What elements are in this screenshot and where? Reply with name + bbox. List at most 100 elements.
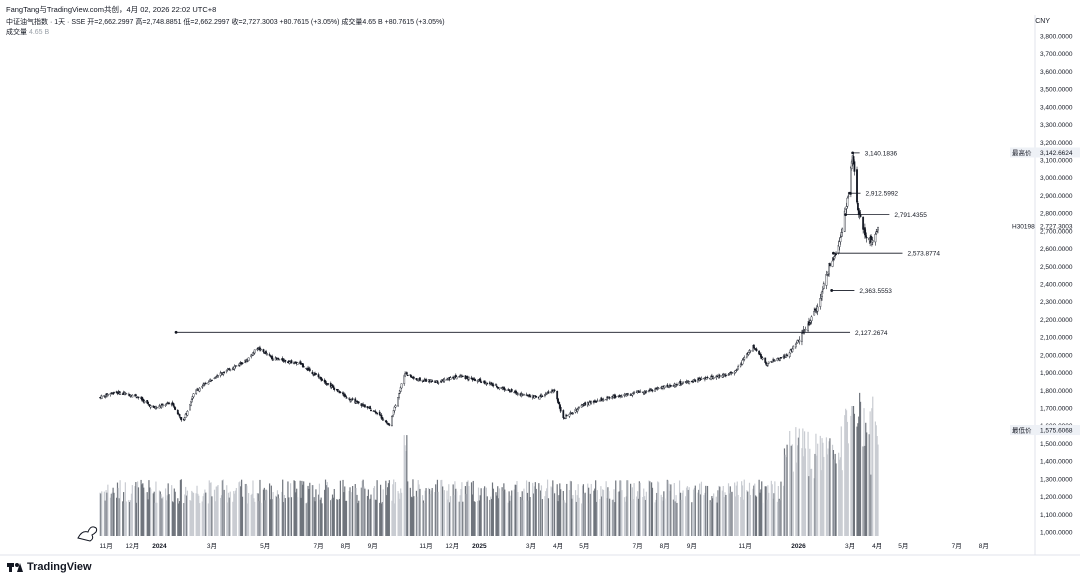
volume-bar — [122, 501, 124, 536]
volume-bar — [471, 494, 473, 536]
marker-label: H30198 — [1012, 224, 1035, 231]
volume-bar — [131, 485, 133, 536]
volume-bar — [765, 486, 767, 536]
volume-bar — [519, 496, 522, 536]
x-tick-label: 2025 — [472, 543, 487, 550]
volume-bar — [479, 495, 481, 536]
volume-bar — [435, 485, 438, 536]
volume-bar — [205, 492, 207, 536]
volume-bar — [178, 501, 181, 536]
volume-bar — [411, 497, 413, 536]
volume-bar — [171, 485, 173, 536]
candle-body — [572, 412, 574, 415]
volume-bar — [675, 495, 677, 536]
volume-bar — [762, 502, 764, 536]
x-tick-label: 7月 — [952, 542, 962, 550]
volume-bar — [177, 498, 179, 536]
candle-body — [190, 401, 192, 406]
volume-bar — [840, 426, 842, 536]
volume-bar — [464, 486, 466, 536]
volume-bar — [759, 492, 761, 536]
time-axis: 11月 12月 2024 3月 5月 7月 8月 9月 11月 12月 2025 3月 4月 5月 7月 8月… — [99, 542, 988, 550]
volume-bar — [605, 481, 607, 536]
volume-bar — [829, 438, 831, 536]
currency-label[interactable]: CNY — [1035, 18, 1050, 25]
volume-bar — [248, 493, 250, 536]
volume-bar — [106, 492, 108, 536]
candle-body — [321, 378, 323, 381]
volume-bar — [202, 496, 204, 536]
volume-bar — [865, 422, 867, 536]
volume-bar — [505, 492, 507, 536]
volume-bar — [773, 493, 775, 536]
candle-body — [431, 380, 434, 382]
candle-body — [679, 381, 682, 385]
volume-bar — [425, 488, 427, 536]
symbol-info-line[interactable]: 中证油气指数 · 1天 · SSE 开=2,662.2997 高=2,748.8… — [6, 19, 445, 26]
volume-bar — [221, 480, 223, 536]
volume-bar — [204, 489, 206, 536]
candle-body — [272, 359, 274, 361]
candle-body — [332, 385, 335, 389]
volume-bar — [264, 500, 266, 536]
volume-bar — [559, 483, 561, 536]
volume-bar — [631, 487, 633, 536]
volume-bar — [324, 479, 327, 536]
volume-bar — [731, 491, 733, 536]
y-tick-label: 3,100.0000 — [1040, 158, 1073, 165]
volume-bar — [385, 480, 387, 536]
volume-bar — [228, 497, 230, 536]
tradingview-logo[interactable]: TradingView — [7, 561, 92, 573]
volume-bar — [676, 502, 678, 536]
y-tick-label: 1,300.0000 — [1040, 476, 1073, 483]
volume-bar — [167, 483, 169, 536]
candle-body — [357, 401, 360, 404]
level-anchor — [174, 330, 178, 334]
volume-bar — [753, 485, 755, 536]
volume-bar — [644, 499, 647, 536]
candle-body — [676, 384, 678, 386]
volume-bar — [326, 482, 328, 536]
volume-bar — [233, 491, 235, 536]
candle-body — [862, 216, 865, 230]
candle-body — [141, 398, 144, 401]
candle-body — [186, 410, 189, 416]
volume-bar — [529, 497, 531, 536]
volume-bar — [339, 480, 341, 536]
volume-bar — [607, 487, 609, 536]
volume-bar — [687, 489, 689, 536]
candle-body — [829, 263, 831, 267]
volume-bar — [833, 459, 835, 536]
volume-bar — [655, 499, 657, 536]
volume-bar — [473, 501, 475, 536]
volume-bar — [301, 480, 303, 536]
volume-legend[interactable]: 成交量 4.65 B — [6, 27, 49, 37]
volume-bar — [666, 479, 668, 536]
candle-body — [620, 396, 623, 398]
dino-icon — [77, 526, 98, 542]
y-tick-label: 3,500.0000 — [1040, 87, 1073, 94]
volume-bar — [713, 493, 715, 536]
x-tick-label: 5月 — [898, 542, 908, 550]
volume-bar — [637, 491, 639, 536]
candle-body — [850, 167, 852, 195]
candle-body — [712, 377, 715, 379]
volume-bar — [289, 483, 292, 536]
volume-bar — [834, 453, 836, 536]
volume-bar — [203, 493, 205, 536]
level-label: 3,140.1836 — [865, 150, 898, 157]
volume-bar — [174, 491, 176, 536]
level-label: 2,127.2674 — [855, 330, 888, 337]
volume-bar — [369, 498, 371, 536]
candle-body — [736, 369, 739, 371]
volume-bar — [134, 486, 136, 536]
volume-bar — [691, 502, 693, 536]
volume-bar — [820, 470, 822, 536]
candle-body — [608, 397, 611, 399]
volume-bar — [754, 483, 756, 536]
volume-bar — [448, 484, 450, 536]
volume-bar — [630, 483, 632, 536]
candle-body — [498, 386, 501, 390]
volume-bar — [601, 496, 603, 536]
